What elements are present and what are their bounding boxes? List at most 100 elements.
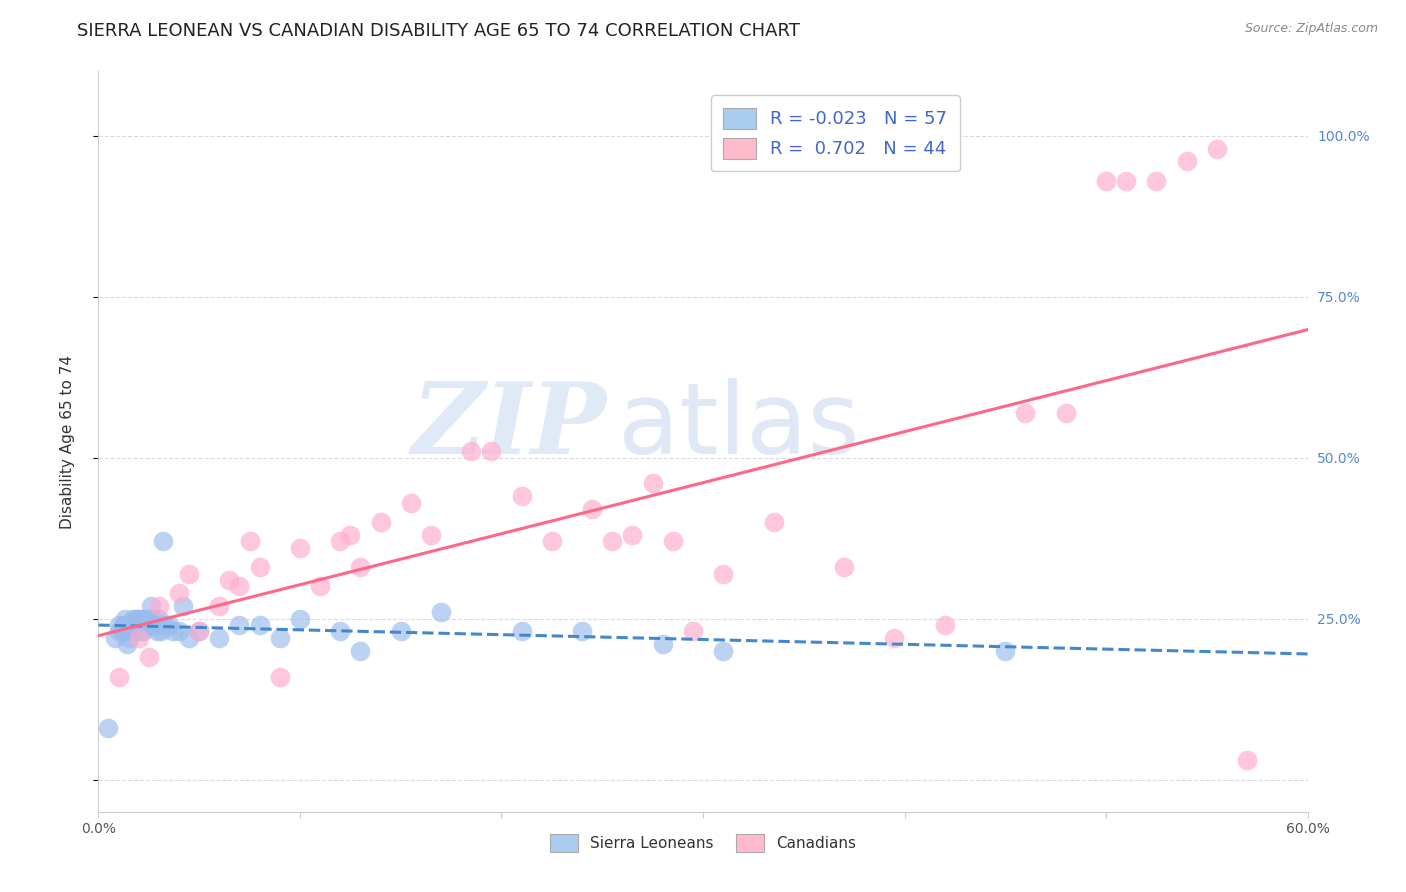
Point bbox=[460, 444, 482, 458]
Point bbox=[179, 631, 201, 645]
Point bbox=[188, 624, 211, 639]
Point bbox=[142, 618, 165, 632]
Point bbox=[329, 534, 352, 549]
Point bbox=[121, 624, 143, 639]
Point bbox=[124, 618, 146, 632]
Point bbox=[711, 566, 734, 581]
Point bbox=[1146, 174, 1168, 188]
Point bbox=[228, 579, 250, 593]
Point bbox=[1175, 154, 1198, 169]
Point bbox=[114, 618, 136, 632]
Point bbox=[1236, 753, 1258, 767]
Point bbox=[239, 534, 262, 549]
Point bbox=[661, 534, 683, 549]
Point bbox=[120, 618, 142, 632]
Point bbox=[128, 631, 150, 645]
Point bbox=[711, 644, 734, 658]
Point bbox=[349, 644, 371, 658]
Point bbox=[138, 611, 160, 625]
Point bbox=[149, 624, 172, 639]
Point bbox=[621, 528, 644, 542]
Point bbox=[510, 624, 533, 639]
Point bbox=[120, 624, 142, 639]
Point bbox=[138, 618, 160, 632]
Point bbox=[994, 644, 1017, 658]
Point bbox=[349, 560, 371, 574]
Point bbox=[152, 534, 174, 549]
Point bbox=[249, 618, 271, 632]
Text: Source: ZipAtlas.com: Source: ZipAtlas.com bbox=[1244, 22, 1378, 36]
Point bbox=[208, 631, 231, 645]
Point bbox=[134, 618, 156, 632]
Point bbox=[269, 631, 291, 645]
Point bbox=[172, 599, 194, 613]
Point bbox=[111, 624, 134, 639]
Point bbox=[510, 489, 533, 503]
Point bbox=[249, 560, 271, 574]
Point bbox=[339, 528, 361, 542]
Point bbox=[228, 618, 250, 632]
Point bbox=[682, 624, 704, 639]
Point bbox=[143, 611, 166, 625]
Point bbox=[162, 624, 184, 639]
Point bbox=[1206, 142, 1229, 156]
Text: atlas: atlas bbox=[619, 378, 860, 475]
Point bbox=[188, 624, 211, 639]
Point bbox=[288, 541, 311, 555]
Point bbox=[125, 611, 148, 625]
Point bbox=[115, 637, 138, 651]
Point bbox=[389, 624, 412, 639]
Point bbox=[1115, 174, 1137, 188]
Text: ZIP: ZIP bbox=[412, 378, 606, 475]
Point bbox=[125, 618, 148, 632]
Point bbox=[370, 515, 392, 529]
Point bbox=[481, 444, 503, 458]
Point bbox=[97, 721, 120, 735]
Point bbox=[129, 624, 152, 639]
Point bbox=[218, 573, 240, 587]
Point bbox=[329, 624, 352, 639]
Text: SIERRA LEONEAN VS CANADIAN DISABILITY AGE 65 TO 74 CORRELATION CHART: SIERRA LEONEAN VS CANADIAN DISABILITY AG… bbox=[77, 22, 800, 40]
Point bbox=[107, 624, 129, 639]
Point bbox=[399, 496, 422, 510]
Point bbox=[540, 534, 562, 549]
Point bbox=[762, 515, 785, 529]
Point bbox=[153, 618, 176, 632]
Point bbox=[124, 611, 146, 625]
Point bbox=[288, 611, 311, 625]
Point bbox=[641, 476, 664, 491]
Point bbox=[157, 618, 180, 632]
Point bbox=[269, 669, 291, 683]
Point bbox=[1095, 174, 1118, 188]
Point bbox=[138, 611, 160, 625]
Y-axis label: Disability Age 65 to 74: Disability Age 65 to 74 bbox=[60, 354, 75, 529]
Point bbox=[602, 534, 624, 549]
Point bbox=[146, 624, 169, 639]
Point bbox=[1054, 406, 1077, 420]
Point bbox=[139, 599, 162, 613]
Point bbox=[132, 611, 155, 625]
Point bbox=[107, 669, 129, 683]
Point bbox=[1014, 406, 1036, 420]
Point bbox=[134, 611, 156, 625]
Point bbox=[581, 502, 603, 516]
Point bbox=[121, 611, 143, 625]
Point bbox=[103, 631, 125, 645]
Point bbox=[571, 624, 593, 639]
Point bbox=[309, 579, 332, 593]
Point bbox=[111, 618, 134, 632]
Point bbox=[107, 618, 129, 632]
Point bbox=[651, 637, 673, 651]
Point bbox=[118, 618, 141, 632]
Point bbox=[934, 618, 956, 632]
Point bbox=[128, 611, 150, 625]
Point bbox=[132, 624, 155, 639]
Point bbox=[114, 611, 136, 625]
Point bbox=[167, 624, 190, 639]
Point bbox=[208, 599, 231, 613]
Point bbox=[179, 566, 201, 581]
Point bbox=[118, 631, 141, 645]
Point bbox=[420, 528, 443, 542]
Point bbox=[148, 599, 170, 613]
Point bbox=[832, 560, 855, 574]
